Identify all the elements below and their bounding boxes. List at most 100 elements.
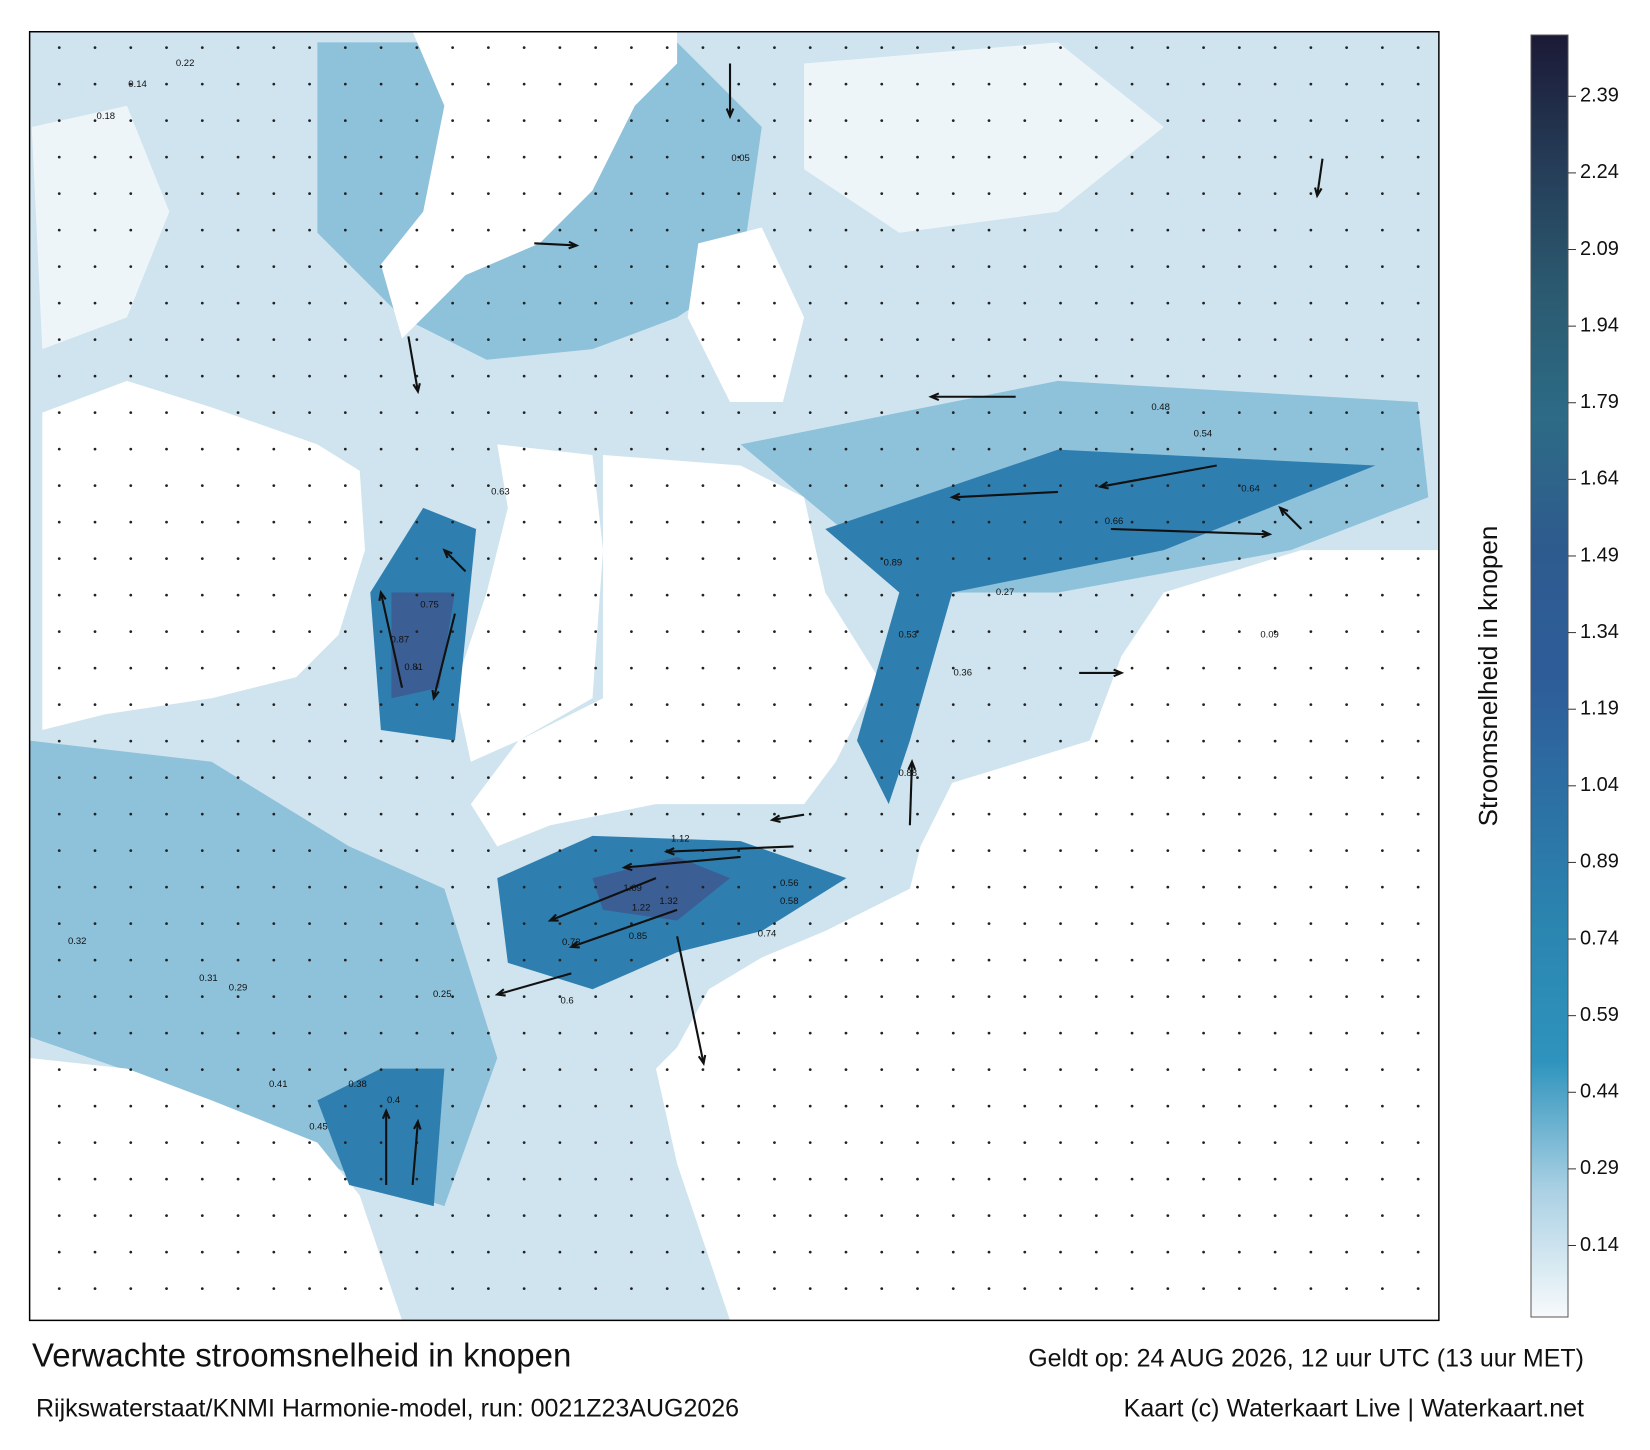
valid-time: Geldt op: 24 AUG 2026, 12 uur UTC (13 uu… [1028,1345,1584,1373]
grid-dot [1130,849,1134,853]
grid-dot [773,155,776,159]
grid-dot [558,1287,562,1291]
grid-dot [808,1031,812,1035]
grid-dot [1416,82,1420,86]
grid-dot [343,849,347,853]
grid-dot [1202,666,1205,670]
grid-dot [1381,1214,1384,1218]
grid-dot [987,1214,991,1218]
grid-dot [451,666,454,670]
grid-dot [415,557,419,560]
grid-dot [415,739,419,743]
grid-dot [486,411,490,414]
grid-dot [1023,995,1027,999]
grid-dot [415,885,419,889]
grid-dot [308,849,311,853]
grid-dot [773,520,776,524]
grid-dot [1202,812,1205,816]
grid-dot [558,192,562,195]
grid-dot [630,812,633,816]
grid-dot [343,265,347,268]
grid-dot [916,520,919,524]
grid-dot [451,82,454,86]
arrow-head [1278,505,1289,517]
grid-dot [343,557,347,560]
grid-dot [916,849,919,853]
grid-dot [451,703,454,707]
grid-dot [701,885,705,889]
grid-dot [844,1031,848,1035]
arrow-shaft [432,613,456,699]
grid-dot [594,593,598,597]
arrow-shaft [1100,464,1217,488]
grid-dot [379,1250,383,1254]
grid-dot [1130,739,1134,743]
grid-dot [951,1287,955,1291]
grid-dot [200,1177,204,1181]
grid-dot [1416,374,1420,378]
grid-dot [415,301,419,305]
colorbar-tick-label: 0.44 [1580,1081,1619,1103]
grid-dot [1273,1177,1277,1181]
grid-dot [1094,82,1098,86]
grid-dot [844,1250,848,1254]
grid-dot [737,776,741,780]
grid-dot [415,666,419,670]
grid-dot [558,374,562,378]
grid-dot [987,1104,991,1108]
grid-dot [486,1177,490,1181]
grid-dot [1202,411,1205,414]
grid-dot [558,557,562,560]
grid-dot [93,739,97,743]
grid-dot [987,958,991,962]
grid-dot [987,593,991,597]
grid-dot [594,958,598,962]
grid-dot [451,958,454,962]
grid-dot [93,46,97,49]
grid-dot [415,447,419,451]
grid-dot [343,1287,347,1291]
grid-dot [1237,666,1241,670]
grid-dot [1202,1250,1205,1254]
grid-dot [701,1031,705,1035]
grid-dot [93,1177,97,1181]
grid-dot [272,1177,276,1181]
grid-dot [630,155,633,159]
grid-dot [558,703,562,707]
grid-dot [1381,703,1384,707]
grid-dot [880,958,884,962]
grid-dot [415,411,419,414]
grid-dot [1094,46,1098,49]
grid-dot [343,301,347,305]
grid-dot [272,703,276,707]
grid-dot [1381,82,1384,86]
grid-dot [808,228,812,232]
grid-dot [1273,885,1277,889]
grid-dot [808,265,812,268]
grid-dot [916,447,919,451]
grid-dot [343,228,347,232]
grid-dot [1381,301,1384,305]
grid-dot [272,119,276,122]
grid-dot [57,557,61,560]
grid-dot [951,666,955,670]
grid-dot [165,1104,168,1108]
grid-dot [200,776,204,780]
grid-dot [379,1177,383,1181]
grid-dot [379,301,383,305]
grid-dot [522,885,526,889]
grid-dot [451,1141,454,1145]
grid-dot [1381,374,1384,378]
grid-dot [165,301,168,305]
grid-dot [916,228,919,232]
grid-dot [415,228,419,232]
grid-dot [165,630,168,634]
grid-dot [1023,265,1027,268]
grid-dot [93,922,97,926]
grid-dot [1381,1068,1384,1072]
grid-dot [522,192,526,195]
grid-dot [200,593,204,597]
grid-dot [1202,119,1205,122]
grid-dot [558,739,562,743]
grid-dot [200,411,204,414]
